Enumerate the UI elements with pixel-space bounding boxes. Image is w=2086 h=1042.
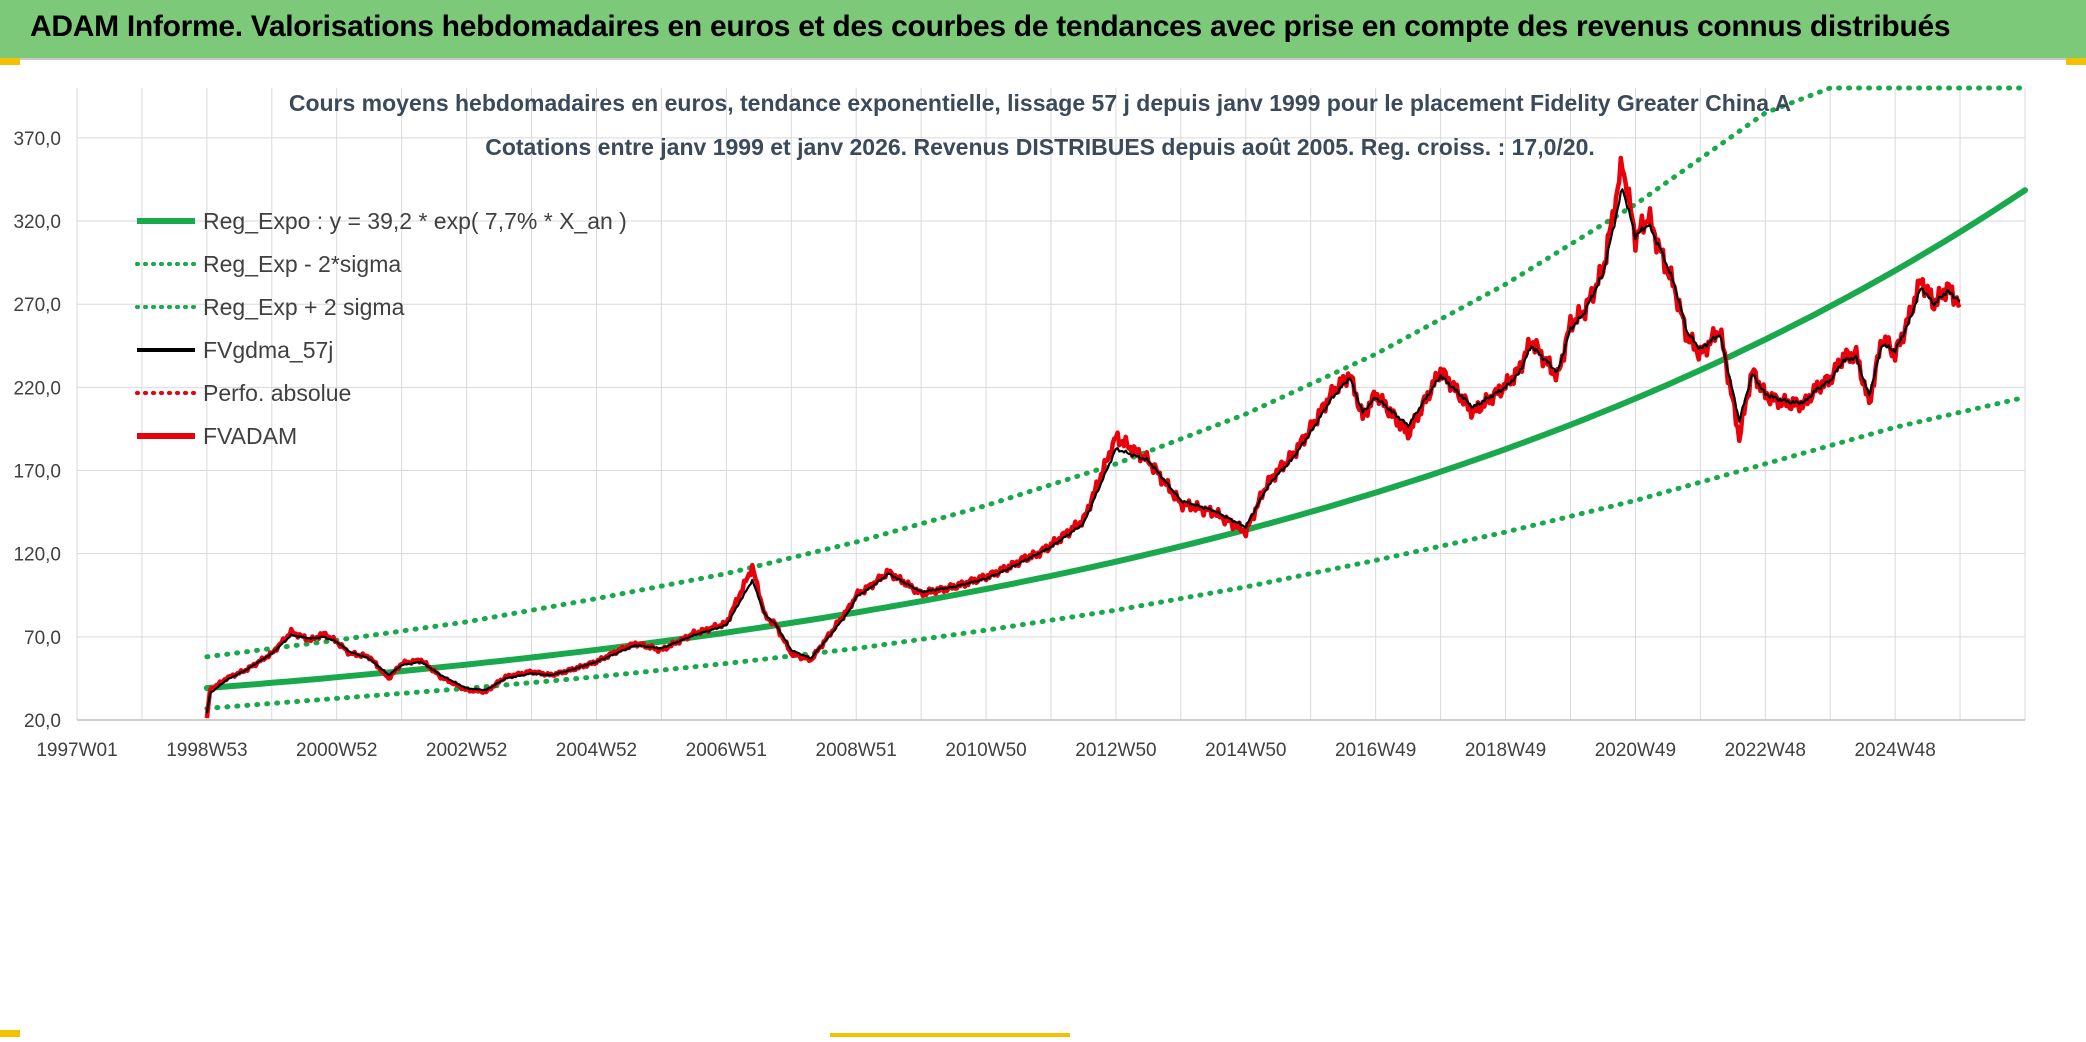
x-tick-label: 2010W50 [945, 740, 1026, 761]
x-tick-label: 2022W48 [1725, 740, 1806, 761]
y-tick-label: 170,0 [13, 462, 61, 483]
x-tick-label: 2014W50 [1205, 740, 1286, 761]
legend-label: FVgdma_57j [203, 337, 333, 363]
legend-label: Reg_Expo : y = 39,2 * exp( 7,7% * X_an ) [203, 208, 627, 234]
legend-item: Perfo. absolue [135, 380, 351, 406]
y-tick-label: 370,0 [13, 129, 61, 150]
y-tick-label: 20,0 [24, 711, 61, 732]
x-tick-label: 1997W01 [36, 740, 117, 761]
x-tick-label: 2006W51 [686, 740, 767, 761]
legend: Reg_Expo : y = 39,2 * exp( 7,7% * X_an )… [135, 208, 627, 449]
corner-marker-top-left [0, 58, 20, 65]
x-tick-label: 2012W50 [1075, 740, 1156, 761]
x-tick-label: 2004W52 [556, 740, 637, 761]
legend-label: Reg_Exp + 2 sigma [203, 294, 405, 320]
legend-item: Reg_Expo : y = 39,2 * exp( 7,7% * X_an ) [137, 208, 627, 234]
x-tick-label: 2018W49 [1465, 740, 1546, 761]
legend-label: Reg_Exp - 2*sigma [203, 251, 401, 277]
legend-item: Reg_Exp + 2 sigma [135, 294, 405, 320]
y-tick-label: 70,0 [24, 628, 61, 649]
x-tick-label: 2024W48 [1854, 740, 1935, 761]
corner-marker-bottom-left [0, 1030, 20, 1037]
x-tick-label: 2008W51 [816, 740, 897, 761]
legend-label: Perfo. absolue [203, 380, 351, 406]
series-layer [203, 85, 2028, 719]
x-tick-label: 2002W52 [426, 740, 507, 761]
chart-title: Cours moyens hebdomadaires en euros, ten… [289, 90, 1791, 116]
grid-lines [76, 88, 2026, 721]
chart-frame: 20,0 70,0 120,0 170,0 220,0 270,0 320,0 370,0 1… [0, 58, 2086, 1037]
y-tick-label: 320,0 [13, 212, 61, 233]
chart-subtitle: Cotations entre janv 1999 et janv 2026. … [485, 134, 1595, 160]
legend-item: Reg_Exp - 2*sigma [135, 251, 401, 277]
x-tick-label: 2016W49 [1335, 740, 1416, 761]
y-tick-label: 220,0 [13, 378, 61, 399]
legend-item: FVADAM [137, 423, 297, 449]
header-banner: ADAM Informe. Valorisations hebdomadaire… [0, 0, 2086, 60]
series-fvgdma-57j [205, 188, 1961, 714]
y-axis: 20,0 70,0 120,0 170,0 220,0 270,0 320,0 370,0 [13, 129, 61, 732]
legend-label: FVADAM [203, 423, 297, 449]
banner-title: ADAM Informe. Valorisations hebdomadaire… [30, 10, 1951, 43]
y-tick-label: 270,0 [13, 295, 61, 316]
y-tick-label: 120,0 [13, 545, 61, 566]
series-reg-upper-band [204, 85, 2028, 660]
x-tick-label: 2000W52 [296, 740, 377, 761]
x-tick-label: 2020W49 [1595, 740, 1676, 761]
corner-marker-top-right [2066, 58, 2086, 65]
x-axis: 1997W01 1998W53 2000W52 2002W52 2004W52 2006W… [36, 740, 1935, 761]
series-reg-expo [203, 187, 2028, 692]
series-fvadam [204, 155, 1962, 719]
legend-item: FVgdma_57j [137, 337, 333, 363]
x-tick-label: 1998W53 [166, 740, 247, 761]
chart-svg: 20,0 70,0 120,0 170,0 220,0 270,0 320,0 370,0 1… [13, 85, 2028, 761]
bottom-marker [830, 1033, 1070, 1037]
